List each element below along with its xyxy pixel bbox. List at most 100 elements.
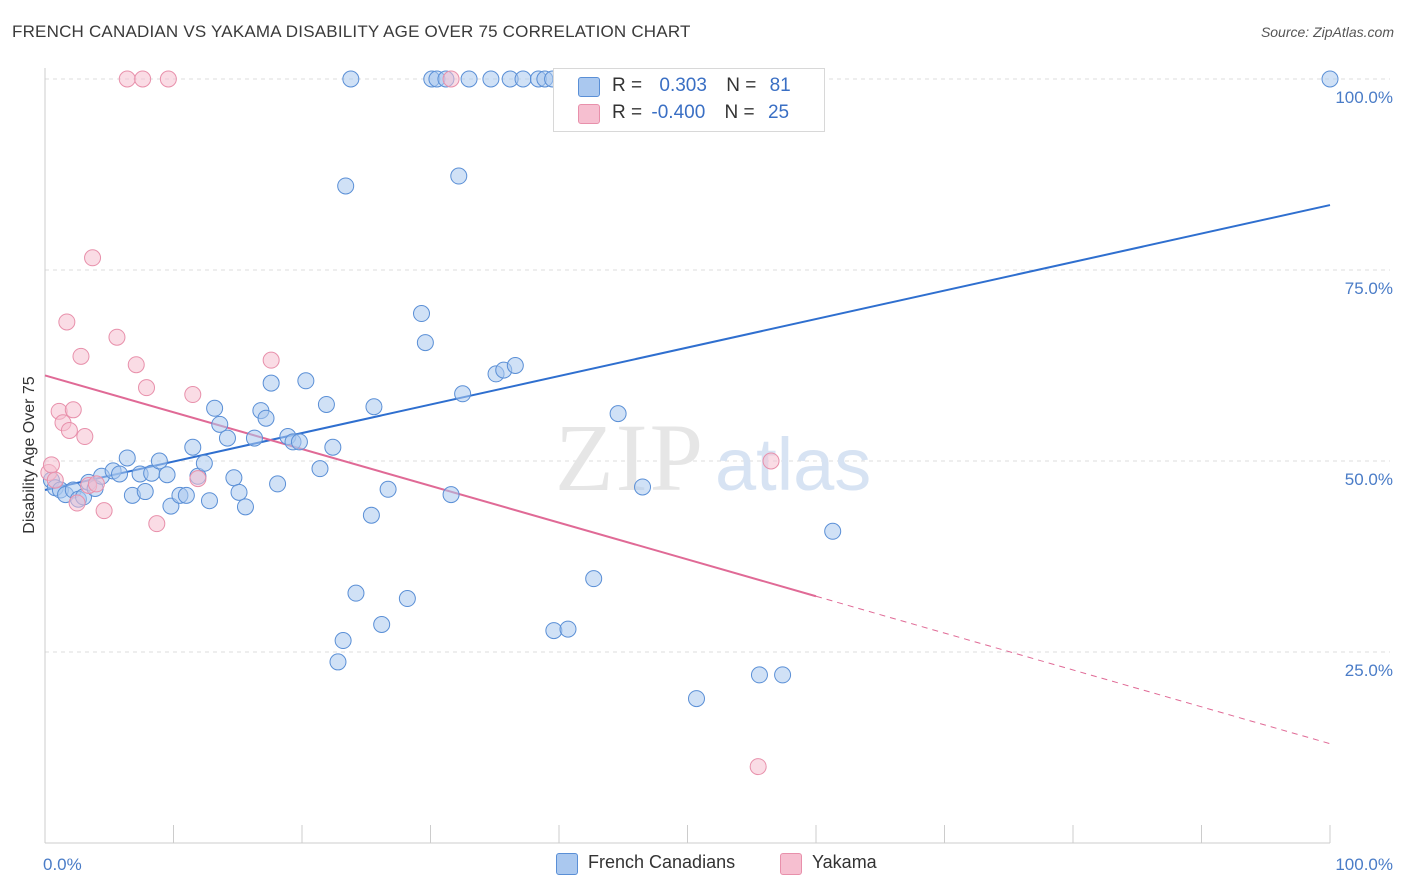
point-french-canadians — [195, 454, 213, 472]
point-yakama — [87, 475, 105, 493]
point-french-canadians — [365, 398, 383, 416]
point-french-canadians — [329, 653, 347, 671]
point-yakama — [189, 470, 207, 488]
point-yakama — [72, 347, 90, 365]
point-french-canadians — [245, 429, 263, 447]
point-french-canadians — [200, 492, 218, 510]
point-yakama — [84, 249, 102, 267]
point-french-canadians — [450, 167, 468, 185]
point-yakama — [58, 313, 76, 331]
point-french-canadians — [506, 357, 524, 374]
bottom-legend-swatch-pink — [780, 853, 802, 875]
point-yakama — [749, 758, 767, 776]
legend-swatch-blue — [578, 77, 600, 97]
point-french-canadians — [311, 460, 329, 478]
point-french-canadians — [184, 438, 202, 456]
point-yakama — [138, 379, 156, 397]
y-tick-label: 100.0% — [1335, 88, 1393, 107]
point-yakama — [148, 515, 166, 533]
point-french-canadians — [460, 70, 478, 88]
point-yakama — [68, 494, 86, 512]
points-layer — [40, 70, 1339, 776]
point-yakama — [159, 70, 177, 88]
point-french-canadians — [774, 666, 792, 684]
point-french-canadians — [269, 475, 287, 493]
legend-n-label: N = — [724, 102, 755, 123]
legend-text: R = -0.400 N = 25 — [612, 102, 789, 124]
point-french-canadians — [609, 405, 627, 423]
point-french-canadians — [347, 584, 365, 602]
point-french-canadians — [206, 399, 224, 417]
point-french-canadians — [454, 385, 472, 403]
y-tick-label: 75.0% — [1345, 279, 1393, 298]
point-yakama — [42, 456, 60, 474]
point-french-canadians — [111, 465, 129, 483]
axes-layer — [44, 68, 1331, 844]
point-french-canadians — [362, 506, 380, 524]
legend-text: R = 0.303 N = 81 — [612, 75, 791, 97]
point-yakama — [60, 421, 78, 439]
legend-swatch-pink — [578, 104, 600, 124]
legend-r-label: R = — [612, 102, 643, 123]
point-french-canadians — [177, 486, 195, 504]
point-yakama — [442, 70, 460, 88]
point-french-canadians — [334, 632, 352, 650]
legend-r-value: -0.400 — [651, 102, 706, 123]
point-yakama — [134, 70, 152, 88]
source-label: Source: ZipAtlas.com — [1260, 24, 1394, 40]
y-axis-title: Disability Age Over 75 — [21, 376, 38, 534]
point-french-canadians — [262, 374, 280, 392]
point-french-canadians — [373, 615, 391, 633]
point-french-canadians — [482, 70, 500, 88]
point-yakama — [64, 401, 82, 419]
point-french-canadians — [1321, 70, 1339, 88]
legend: R = 0.303 N = 81 R = -0.400 N = 25 — [553, 68, 825, 132]
point-french-canadians — [750, 666, 768, 684]
point-french-canadians — [545, 622, 563, 640]
point-yakama — [127, 356, 145, 374]
y-tick-label: 25.0% — [1345, 661, 1393, 680]
point-french-canadians — [324, 438, 342, 456]
legend-r-label: R = — [612, 75, 643, 96]
point-french-canadians — [337, 177, 355, 195]
x-tick-label: 0.0% — [43, 855, 82, 874]
legend-n-value: 25 — [767, 102, 790, 123]
point-french-canadians — [559, 620, 577, 638]
point-french-canadians — [342, 70, 360, 88]
watermark-zip: ZIP — [555, 404, 705, 511]
y-tick-label: 50.0% — [1345, 470, 1393, 489]
point-french-canadians — [158, 466, 176, 484]
point-french-canadians — [236, 498, 254, 516]
watermark: ZIP atlas — [555, 404, 871, 511]
point-yakama — [262, 351, 280, 369]
point-yakama — [184, 386, 202, 404]
point-french-canadians — [230, 483, 248, 501]
point-yakama — [95, 502, 113, 520]
grid-layer — [45, 78, 1390, 653]
point-french-canadians — [824, 522, 842, 540]
point-french-canadians — [136, 483, 154, 501]
point-french-canadians — [118, 449, 136, 467]
point-french-canadians — [257, 409, 275, 427]
point-yakama — [46, 471, 64, 489]
point-french-canadians — [442, 486, 460, 504]
x-tick-label: 100.0% — [1335, 855, 1393, 874]
labels-layer: 25.0% 50.0% 75.0% 100.0% 0.0% 100.0% — [43, 88, 1393, 874]
point-yakama — [76, 428, 94, 446]
legend-n-label: N = — [726, 75, 757, 96]
point-french-canadians — [585, 570, 603, 588]
point-french-canadians — [379, 480, 397, 498]
point-yakama — [762, 452, 780, 470]
point-french-canadians — [218, 429, 236, 447]
point-french-canadians — [290, 433, 308, 451]
point-french-canadians — [317, 395, 335, 413]
trendline-extension-yakama — [815, 595, 1331, 745]
chart-title: FRENCH CANADIAN VS YAKAMA DISABILITY AGE… — [12, 22, 691, 41]
point-french-canadians — [225, 469, 243, 487]
point-french-canadians — [398, 590, 416, 608]
legend-r-value: 0.303 — [659, 75, 707, 96]
point-yakama — [108, 328, 126, 346]
point-french-canadians — [634, 478, 652, 496]
point-french-canadians — [211, 415, 229, 433]
